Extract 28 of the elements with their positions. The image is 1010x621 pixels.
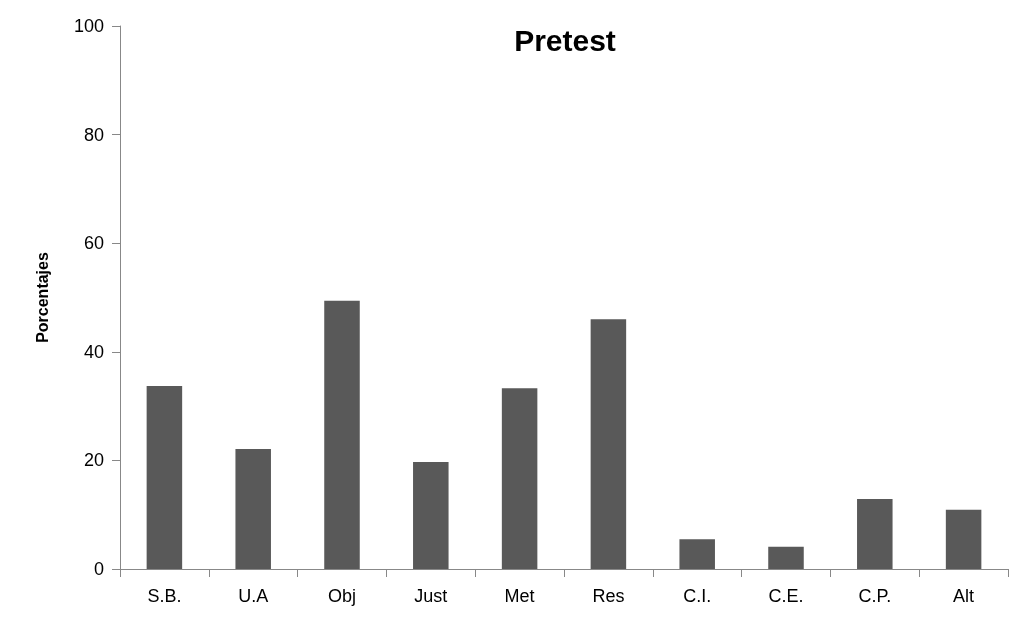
bar [857,498,893,569]
bar [324,300,360,569]
bar [413,462,449,569]
y-tick-label: 60 [83,233,104,254]
x-tick-label: Obj [327,586,357,606]
x-tick-label: C.P. [858,586,892,606]
bar [679,539,715,569]
x-tick-label: U.A [238,586,269,606]
y-tick-label: 40 [83,341,104,362]
bar [235,449,271,569]
bar [501,388,538,569]
x-tick-label: S.B. [147,586,182,606]
x-tick-label: Just [414,586,448,606]
bar [590,319,627,569]
y-tick-label: 0 [93,559,104,579]
y-tick-label: 80 [83,124,104,145]
x-tick-label: Res [592,586,625,606]
x-tick-label: Alt [953,586,975,606]
y-tick-label: 20 [83,450,104,471]
x-tick-label: Met [504,586,535,606]
x-tick-label: C.I. [683,586,712,606]
y-axis-title: Porcentajes [33,252,51,343]
y-tick-label: 100 [73,16,104,36]
x-tick-label: C.E. [768,586,804,606]
bar [146,386,183,569]
bar [945,509,982,569]
chart-title: Pretest [514,23,616,57]
bar [768,546,804,569]
